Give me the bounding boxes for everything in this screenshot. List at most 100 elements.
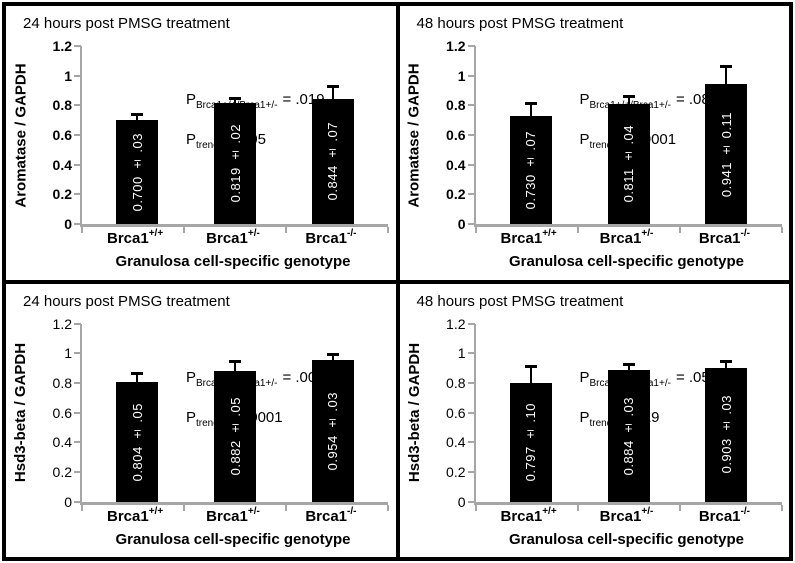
error-bar-stem bbox=[627, 97, 630, 104]
error-bar-cap bbox=[622, 94, 635, 98]
error-bar-cap bbox=[524, 365, 537, 369]
y-tick-label: 0.8 bbox=[52, 374, 72, 391]
y-tick-label: 0.4 bbox=[446, 434, 466, 451]
y-tick-label: 0 bbox=[457, 493, 466, 510]
bar: 0.804 ± .05 bbox=[116, 382, 159, 502]
panel-hsd3beta-48h: 48 hours post PMSG treatment Hsd3-beta /… bbox=[399, 283, 789, 557]
x-tick-mark bbox=[780, 227, 783, 233]
y-tick-mark bbox=[74, 411, 81, 414]
y-tick-label: 0.2 bbox=[446, 463, 466, 480]
x-tick-label: Brca1-/- bbox=[305, 505, 357, 525]
bar: 0.903 ± .03 bbox=[705, 367, 748, 502]
x-tick-label: Brca1+/- bbox=[206, 505, 260, 525]
x-tick-mark bbox=[387, 504, 389, 511]
error-bar-cap bbox=[720, 65, 733, 69]
x-tick-label: Brca1+/+ bbox=[106, 228, 164, 247]
y-tick-label: 0.2 bbox=[52, 463, 72, 480]
y-tick-mark bbox=[74, 441, 81, 444]
error-bar-cap bbox=[229, 360, 241, 364]
y-tick-label: 0.4 bbox=[52, 156, 72, 173]
x-tick-label: Brca1-/- bbox=[305, 228, 357, 247]
y-tick-mark bbox=[74, 163, 81, 166]
y-tick-mark bbox=[467, 193, 475, 196]
y-tick-mark bbox=[467, 223, 475, 225]
y-tick-mark bbox=[74, 470, 81, 473]
x-axis-tick-labels: Brca1+/+ Brca1+/- Brca1-/- bbox=[474, 228, 780, 249]
error-bar-cap bbox=[326, 352, 339, 356]
x-tick-label: Brca1+/- bbox=[599, 505, 654, 525]
x-tick-mark bbox=[576, 504, 579, 511]
y-tick-label: 0 bbox=[64, 493, 72, 510]
panel-title: 24 hours post PMSG treatment bbox=[23, 15, 230, 32]
x-axis-title: Granulosa cell-specific genotype bbox=[115, 253, 351, 270]
y-axis-tick-labels: 1.2 1 0.8 0.6 0.4 0.2 0 bbox=[428, 316, 466, 510]
bar-value-label: 0.804 ± .05 bbox=[129, 402, 145, 482]
bar: 0.730 ± .07 bbox=[509, 115, 552, 224]
x-axis-tick-labels: Brca1+/+ Brca1+/- Brca1-/- bbox=[80, 228, 386, 249]
bar-value-label: 0.882 ± .05 bbox=[227, 396, 243, 476]
y-tick-label: 0.6 bbox=[446, 127, 466, 143]
error-bar-cap bbox=[131, 112, 144, 116]
y-tick-mark bbox=[467, 381, 475, 384]
bar: 0.941 ± 0.11 bbox=[705, 84, 748, 224]
y-tick-label: 1.2 bbox=[52, 38, 72, 54]
y-axis-title-text: Hsd3-beta / GAPDH bbox=[406, 342, 424, 483]
y-tick-label: 1.2 bbox=[52, 315, 72, 332]
y-tick-label: 1 bbox=[64, 67, 72, 84]
bar-value-label: 0.797 ± .10 bbox=[523, 403, 539, 482]
x-tick-mark bbox=[183, 227, 185, 233]
bar: 0.819 ± .02 bbox=[214, 102, 256, 224]
bar: 0.700 ± .03 bbox=[116, 120, 159, 224]
x-axis-title: Granulosa cell-specific genotype bbox=[115, 530, 351, 548]
y-tick-mark bbox=[74, 352, 81, 355]
y-tick-label: 0.8 bbox=[446, 97, 466, 114]
y-tick-label: 0.8 bbox=[446, 374, 466, 391]
bar-value-label: 0.884 ± .03 bbox=[621, 396, 636, 476]
error-bar-stem bbox=[529, 368, 532, 384]
y-tick-label: 1.2 bbox=[446, 315, 466, 332]
y-axis-title: Hsd3-beta / GAPDH bbox=[404, 324, 426, 502]
x-tick-label: Brca1+/+ bbox=[500, 228, 557, 247]
y-tick-mark bbox=[74, 104, 81, 107]
x-tick-label: Brca1+/- bbox=[599, 228, 654, 247]
x-tick-label: Brca1+/+ bbox=[106, 505, 164, 525]
x-tick-mark bbox=[387, 227, 389, 233]
panel-aromatase-24h: 24 hours post PMSG treatment Aromatase /… bbox=[6, 6, 396, 280]
y-tick-mark bbox=[74, 134, 81, 136]
bar-value-label: 0.700 ± .03 bbox=[129, 132, 145, 212]
y-tick-label: 0 bbox=[457, 216, 466, 232]
y-axis-tick-labels: 1.2 1 0.8 0.6 0.4 0.2 0 bbox=[34, 316, 72, 510]
y-axis-tick-labels: 1.2 1 0.8 0.6 0.4 0.2 0 bbox=[428, 38, 466, 232]
error-bar-stem bbox=[234, 99, 236, 103]
x-tick-mark bbox=[183, 504, 185, 511]
y-axis-tick-labels: 1.2 1 0.8 0.6 0.4 0.2 0 bbox=[34, 38, 72, 232]
x-tick-mark bbox=[576, 227, 579, 233]
error-bar-cap bbox=[229, 96, 241, 100]
y-tick-mark bbox=[467, 163, 475, 166]
error-bar-cap bbox=[524, 102, 537, 106]
y-tick-label: 1 bbox=[457, 67, 466, 84]
bar-value-label: 0.954 ± .03 bbox=[325, 391, 341, 470]
y-tick-label: 0.6 bbox=[446, 404, 466, 421]
bar: 0.882 ± .05 bbox=[214, 370, 256, 502]
bar: 0.954 ± .03 bbox=[311, 360, 354, 502]
x-tick-label: Brca1-/- bbox=[698, 505, 750, 525]
y-tick-mark bbox=[467, 134, 475, 136]
y-tick-label: 0 bbox=[64, 216, 72, 232]
bar: 0.844 ± .07 bbox=[311, 98, 354, 224]
x-axis-title: Granulosa cell-specific genotype bbox=[508, 530, 745, 548]
y-axis-title-text: Hsd3-beta / GAPDH bbox=[12, 342, 30, 483]
y-tick-mark bbox=[74, 500, 81, 503]
panel-title: 24 hours post PMSG treatment bbox=[23, 292, 230, 310]
plot-area: PBrca1+/+/Brca1+/-= .006 Ptrend< .00001 … bbox=[74, 322, 389, 511]
y-tick-mark bbox=[467, 322, 475, 325]
y-tick-label: 0.8 bbox=[52, 97, 72, 114]
y-tick-mark bbox=[467, 441, 475, 444]
x-tick-mark bbox=[285, 227, 287, 233]
y-tick-label: 0.6 bbox=[52, 127, 72, 143]
x-tick-mark bbox=[81, 504, 83, 511]
y-tick-mark bbox=[74, 45, 81, 47]
x-tick-mark bbox=[474, 504, 477, 511]
error-bar-cap bbox=[720, 360, 733, 364]
x-tick-label: Brca1-/- bbox=[698, 228, 750, 247]
